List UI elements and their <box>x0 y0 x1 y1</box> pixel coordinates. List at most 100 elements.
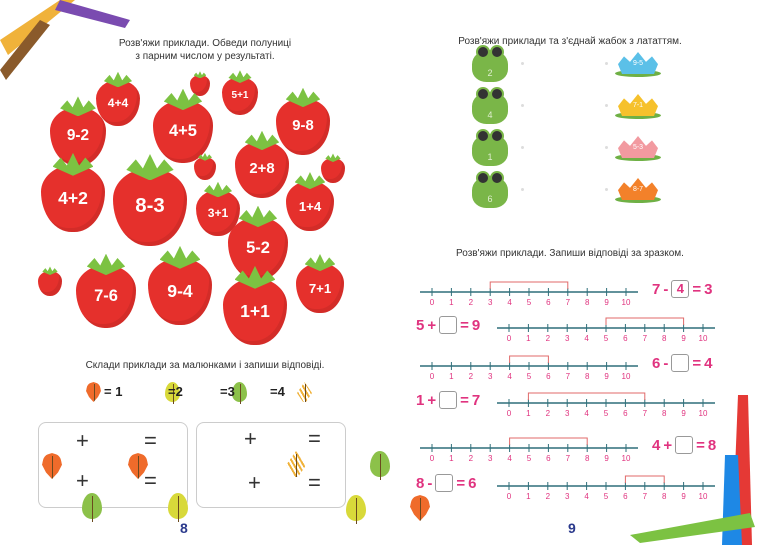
strawberry[interactable]: 4+4 <box>96 80 140 127</box>
leaf-box-left <box>38 422 188 508</box>
pencils-bottom-right-icon <box>630 395 755 545</box>
tick-label: 2 <box>546 334 551 343</box>
strawberry[interactable]: 9-2 <box>50 107 106 166</box>
jump-arc <box>509 437 588 445</box>
tick-label: 5 <box>604 409 609 418</box>
tick-label: 5 <box>527 372 532 381</box>
strawberry[interactable]: 7+1 <box>296 263 344 314</box>
title-line: Розв'яжи приклади. Обведи полуниці <box>118 38 292 49</box>
orange-heart-leaf-icon <box>410 495 430 521</box>
answer-box[interactable] <box>435 474 454 492</box>
strawberry[interactable]: 2+8 <box>235 141 289 198</box>
tick-label: 10 <box>699 409 708 418</box>
tick-label: 3 <box>565 409 570 418</box>
connect-dot[interactable] <box>521 188 524 191</box>
frog-task-title: Розв'яжи приклади та з'єднай жабок з лат… <box>458 36 682 47</box>
plus-sign: + <box>76 468 89 493</box>
strawberry-label: 4+5 <box>169 122 197 140</box>
frog[interactable]: 6 <box>472 171 508 208</box>
connect-dot[interactable] <box>605 104 608 107</box>
tick-label: 9 <box>681 334 686 343</box>
connect-dot[interactable] <box>605 188 608 191</box>
tick-label: 4 <box>507 372 512 381</box>
strawberry[interactable]: 9-8 <box>276 98 330 155</box>
connect-dot[interactable] <box>521 146 524 149</box>
tick-label: 4 <box>584 409 589 418</box>
leaf-box-right <box>196 422 346 508</box>
equation-part: 1 <box>416 391 425 409</box>
legend-value: = 1 <box>104 384 123 399</box>
jump-arc <box>489 281 569 289</box>
strawberry[interactable]: 4+5 <box>153 100 213 163</box>
frog[interactable]: 4 <box>472 87 508 124</box>
tick-label: 1 <box>449 298 454 307</box>
yellow-leaf-icon <box>168 493 188 522</box>
strawberry-label: 8-3 <box>135 195 165 218</box>
tick-label: 9 <box>604 372 609 381</box>
strawberry-label: 2+8 <box>249 161 275 178</box>
equation: 8- = 6 <box>416 474 476 492</box>
connect-dot[interactable] <box>521 104 524 107</box>
answer-box[interactable] <box>675 436 694 454</box>
lily-label: 7-1 <box>632 101 644 109</box>
strawberry[interactable]: 4+2 <box>41 165 105 233</box>
plus-sign: + <box>76 428 89 453</box>
equation: 5 + = 9 <box>416 316 480 334</box>
legend-value: =4 <box>270 384 285 399</box>
answer-box[interactable]: 4 <box>671 280 690 298</box>
frog[interactable]: 1 <box>472 129 508 166</box>
strawberry[interactable] <box>321 158 345 184</box>
strawberry[interactable]: 9-4 <box>148 258 212 326</box>
green-leaf-icon <box>82 493 102 522</box>
equation-part: 9 <box>471 316 481 334</box>
equation-part: 4 <box>652 436 661 454</box>
frog-number: 6 <box>487 194 493 204</box>
page-number-left: 8 <box>180 520 188 536</box>
tick-label: 2 <box>546 492 551 501</box>
equation-part: - <box>427 474 433 492</box>
plus-sign: + <box>244 426 257 451</box>
equation-part: + <box>663 436 673 454</box>
strawberry[interactable]: 5+1 <box>222 77 258 115</box>
strawberry[interactable]: 1+4 <box>286 181 334 232</box>
title-line: з парним числом у результаті. <box>135 51 275 62</box>
number-line-task-title: Розв'яжи приклади. Запиши відповіді за з… <box>456 248 684 259</box>
equals-sign: = <box>308 470 321 495</box>
plus-sign: + <box>248 470 261 495</box>
tick-label: 1 <box>526 492 531 501</box>
tick-label: 1 <box>449 372 454 381</box>
strawberry[interactable] <box>194 157 216 181</box>
tick-label: 4 <box>584 492 589 501</box>
tick-label: 6 <box>623 409 628 418</box>
equation-part: 6 <box>468 474 477 492</box>
connect-dot[interactable] <box>605 146 608 149</box>
strawberry[interactable]: 3+1 <box>196 190 240 237</box>
strawberry[interactable] <box>190 75 210 96</box>
strawberry-label: 5+1 <box>231 90 249 102</box>
answer-box[interactable] <box>439 316 458 334</box>
strawberry-label: 4+2 <box>58 188 88 209</box>
tick-label: 7 <box>566 372 571 381</box>
strawberry[interactable]: 7-6 <box>76 265 136 328</box>
pencils-top-left-icon <box>0 0 130 80</box>
strawberry[interactable]: 1+1 <box>223 278 287 346</box>
answer-box[interactable] <box>439 391 458 409</box>
tick-label: 3 <box>488 298 493 307</box>
answer-box[interactable] <box>671 354 690 372</box>
equation-part: = <box>692 354 702 372</box>
strawberry[interactable] <box>38 271 62 297</box>
frog-number: 2 <box>487 68 493 78</box>
connect-dot[interactable] <box>521 62 524 65</box>
tick-label: 7 <box>643 492 648 501</box>
equation-part: + <box>427 316 437 334</box>
strawberry[interactable]: 5-2 <box>228 217 288 280</box>
frog-number: 1 <box>487 152 493 162</box>
strawberry[interactable]: 8-3 <box>113 168 187 246</box>
connect-dot[interactable] <box>605 62 608 65</box>
strawberry-label: 9-4 <box>167 281 193 302</box>
equation-part: 4 <box>704 354 713 372</box>
equation: 7-4 = 3 <box>652 280 712 298</box>
frog[interactable]: 2 <box>472 45 508 82</box>
equation-part: = <box>696 436 705 454</box>
tick-label: 8 <box>585 454 590 463</box>
